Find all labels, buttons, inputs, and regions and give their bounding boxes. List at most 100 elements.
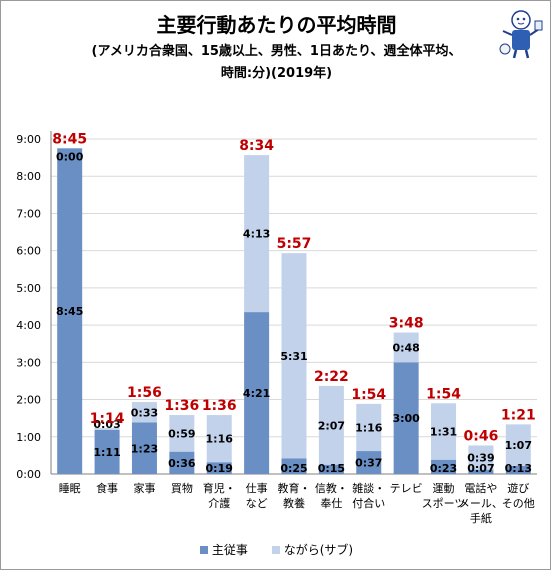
bar-total-label: 3:48 [389,316,424,332]
x-category-label: 仕事 [246,482,268,495]
bar-primary [318,464,344,474]
bar-total-label: 8:45 [52,131,87,147]
bar-primary [468,469,494,474]
legend-swatch-primary [199,545,208,554]
bar-primary-label: 0:07 [467,462,494,475]
bar-secondary-label: 0:59 [168,427,195,440]
x-category-label: 奉仕 [320,496,342,510]
stacked-bar-chart: 0:00 1:00 2:00 3:00 4:00 5:00 6:00 7:00 8:00 9:00… [16,131,537,525]
subtitle-line-1: (アメリカ合衆国、15歳以上、男性、1日あたり、週全体平均、 [91,44,462,59]
bar-secondary [206,415,232,463]
bar-primary-label: 1:23 [131,442,158,455]
legend-label-primary: 主従事 [211,543,248,557]
bar-secondary-label: 0:33 [131,406,158,419]
bar-primary [94,429,120,474]
x-category-label: 付合い [352,496,385,510]
bar-total-label: 1:36 [164,398,199,414]
bar-primary [281,458,307,474]
bar-secondary [169,415,195,452]
x-category-label: 育児・ [203,481,236,495]
bar-secondary-label: 4:13 [243,228,270,241]
bar-secondary [393,332,419,363]
y-tick-label: 9:00 [16,133,41,146]
bar-primary [206,462,232,474]
bar-total-label: 1:14 [90,411,125,427]
bar-secondary [94,428,120,430]
x-category-label: 信教・ [315,482,348,495]
bar-primary-label: 0:25 [280,462,307,475]
bar-primary-label: 0:13 [505,462,532,475]
bar-secondary-label: 0:03 [93,418,120,431]
bar-total-label: 2:22 [314,369,349,385]
bar-primary-label: 1:11 [93,446,120,459]
x-category-label: 家事 [133,481,155,495]
x-category-label: 食事 [96,481,118,495]
x-category-label: テレビ [390,482,423,495]
bar-primary [393,362,419,474]
y-tick-label: 1:00 [16,431,41,444]
bar-primary [57,148,83,475]
bar-primary-label: 0:36 [168,457,196,470]
bar-primary [356,451,382,474]
bar-secondary [431,403,457,460]
bar-secondary-label: 1:07 [505,439,532,452]
bar-secondary-label: 1:16 [206,433,234,446]
bar-total-label: 1:36 [202,398,237,414]
x-category-label: スポーツ [422,497,466,510]
bar-secondary [281,253,307,459]
x-category-label: 遊び [507,481,529,495]
legend-swatch-secondary [271,545,280,554]
y-tick-label: 7:00 [16,207,41,220]
bar-primary-label: 0:23 [430,462,457,475]
bar-total-label: 1:54 [426,386,461,402]
bar-primary [131,422,157,474]
bar-primary-label: 4:21 [243,387,270,400]
bar-primary-label: 0:19 [206,462,233,475]
y-tick-label: 2:00 [16,394,41,407]
bar-primary [431,459,457,474]
bar-total-label: 1:21 [501,407,536,423]
bar-secondary-label: 0:39 [467,452,494,465]
bar-primary-label: 0:37 [355,457,382,470]
y-tick-label: 3:00 [16,356,41,369]
bar-primary-label: 3:00 [392,412,420,425]
bar-primary [244,312,270,474]
bar-secondary-label: 0:48 [392,341,419,354]
x-category-label: メール、 [459,497,503,510]
chart-title: 主要行動あたりの平均時間 [156,13,397,37]
y-tick-label: 4:00 [16,319,41,332]
bar-total-label: 1:54 [351,387,386,403]
bar-secondary [131,402,157,423]
bar-total-label: 5:57 [277,236,312,252]
bar-total-label: 0:46 [464,428,499,444]
bar-secondary [468,445,494,470]
x-category-label: 買物 [171,481,193,495]
bar-secondary [244,155,270,313]
bar-secondary [356,403,382,452]
bar-primary-label: 0:15 [318,462,345,475]
x-category-label: その他 [502,497,535,510]
subtitle-line-2: 時間:分)(2019年) [220,66,333,81]
x-category-label: 介護 [208,496,230,510]
bar-total-label: 1:56 [127,385,162,401]
bar-secondary-label: 0:00 [56,150,84,163]
chart-subtitle: (アメリカ合衆国、15歳以上、男性、1日あたり、週全体平均、 時間:分)(201… [41,41,512,85]
bar-primary-label: 8:45 [56,305,83,318]
x-category-label: 雑談・ [352,481,385,495]
bar-primary [505,465,531,474]
bar-secondary-label: 5:31 [280,350,307,363]
y-tick-label: 6:00 [16,245,41,258]
mascot-character-icon [499,10,543,59]
y-tick-label: 0:00 [16,468,41,481]
bar-secondary [505,424,531,466]
x-category-label: 電話や [464,481,497,495]
x-category-label: 手紙 [470,511,492,525]
x-category-label: など [246,497,268,510]
x-category-label: 運動 [433,481,455,495]
legend-label-secondary: ながら(サブ) [283,543,354,557]
chart-legend: 主従事 ながら(サブ) [1,541,551,558]
bar-primary [169,451,195,474]
bar-secondary [318,385,344,465]
x-category-label: 教養 [283,496,305,510]
